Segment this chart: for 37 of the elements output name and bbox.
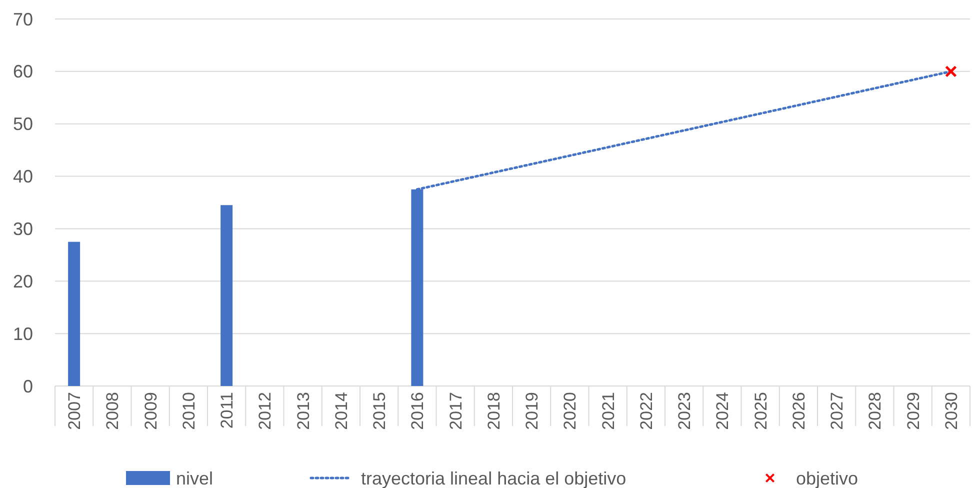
y-tick-label: 70: [12, 9, 33, 30]
x-tick-label: 2020: [560, 392, 580, 430]
x-tick-label: 2025: [751, 392, 770, 430]
x-tick-label: 2017: [446, 392, 466, 430]
x-tick-label: 2008: [103, 392, 122, 430]
y-tick-label: 50: [12, 114, 33, 134]
x-tick-label: 2019: [522, 392, 542, 430]
x-tick-label: 2011: [218, 392, 237, 429]
x-tick-label: 2026: [789, 392, 808, 430]
x-tick-label: 2016: [408, 392, 428, 430]
x-tick-label: 2024: [713, 392, 732, 430]
x-tick-label: 2027: [828, 392, 847, 430]
x-tick-label: 2022: [636, 392, 656, 430]
y-tick-label: 60: [12, 62, 33, 82]
y-tick-label: 20: [12, 271, 33, 292]
legend-label: objetivo: [796, 468, 858, 488]
x-tick-label: 2021: [598, 392, 618, 430]
y-tick-label: 0: [22, 376, 33, 396]
legend-label: trayectoria lineal hacia el objetivo: [361, 468, 626, 488]
y-tick-label: 10: [12, 324, 33, 344]
bar: [68, 242, 80, 386]
x-tick-label: 2010: [179, 392, 198, 430]
legend-label: nivel: [176, 468, 214, 488]
x-tick-label: 2012: [256, 392, 275, 430]
x-tick-label: 2007: [65, 392, 84, 430]
x-tick-label: 2018: [484, 392, 504, 430]
x-tick-label: 2028: [866, 392, 885, 430]
x-tick-label: 2009: [141, 392, 160, 430]
bar: [220, 205, 233, 386]
x-tick-label: 2014: [332, 392, 351, 430]
y-tick-label: 30: [12, 219, 33, 240]
x-tick-label: 2013: [294, 392, 313, 430]
x-tick-label: 2029: [904, 392, 923, 430]
x-tick-label: 2030: [942, 392, 961, 430]
y-tick-label: 40: [12, 166, 33, 187]
x-tick-label: 2023: [675, 392, 694, 430]
x-tick-label: 2015: [370, 392, 390, 430]
